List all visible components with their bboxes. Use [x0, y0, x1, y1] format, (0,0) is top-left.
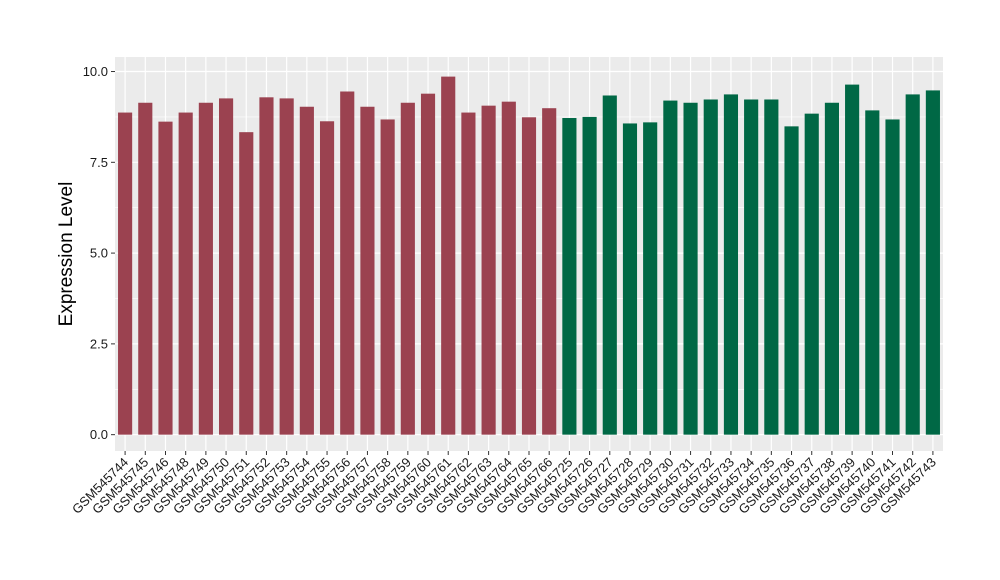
bar — [643, 122, 658, 435]
bar — [360, 106, 375, 435]
y-tick-label: 10.0 — [83, 64, 108, 79]
bar — [845, 84, 860, 435]
bar — [723, 94, 739, 435]
bars — [118, 76, 940, 435]
bar — [198, 102, 213, 435]
bar — [380, 119, 395, 435]
bar — [824, 102, 839, 435]
x-axis: GSM545744GSM545745GSM545746GSM545748GSM5… — [69, 451, 939, 517]
bar — [905, 94, 920, 435]
bar — [925, 90, 940, 435]
bar — [602, 95, 617, 435]
bar — [501, 101, 516, 435]
bar — [299, 106, 314, 435]
bar — [279, 98, 294, 435]
bar — [703, 99, 718, 435]
y-tick-label: 2.5 — [90, 336, 108, 351]
bar — [582, 116, 597, 435]
bar — [865, 110, 880, 435]
y-axis-title: Expression Level — [56, 182, 77, 327]
bar — [784, 126, 799, 435]
bar — [481, 105, 496, 435]
bar — [319, 121, 335, 435]
bar — [542, 108, 557, 435]
y-tick-label: 7.5 — [90, 155, 108, 170]
bar — [562, 118, 577, 435]
bar — [400, 102, 415, 435]
bar — [420, 93, 436, 435]
y-tick-label: 0.0 — [90, 427, 108, 442]
bar — [219, 98, 234, 435]
bar — [764, 99, 779, 435]
bar — [138, 102, 153, 435]
bar — [259, 97, 274, 435]
y-tick-label: 5.0 — [90, 246, 108, 261]
bar — [441, 76, 456, 435]
bar — [622, 123, 638, 435]
bar — [683, 102, 698, 435]
y-axis: 0.0 2.5 5.0 7.5 10.0 — [83, 64, 115, 442]
bar — [744, 99, 759, 435]
bar — [663, 100, 678, 435]
bar — [118, 112, 133, 435]
bar — [804, 113, 819, 435]
bar — [340, 91, 355, 435]
bar — [239, 132, 254, 435]
bar — [521, 117, 537, 435]
bar — [461, 112, 476, 435]
bar — [885, 119, 900, 435]
bar — [158, 121, 173, 435]
bar — [178, 112, 193, 435]
